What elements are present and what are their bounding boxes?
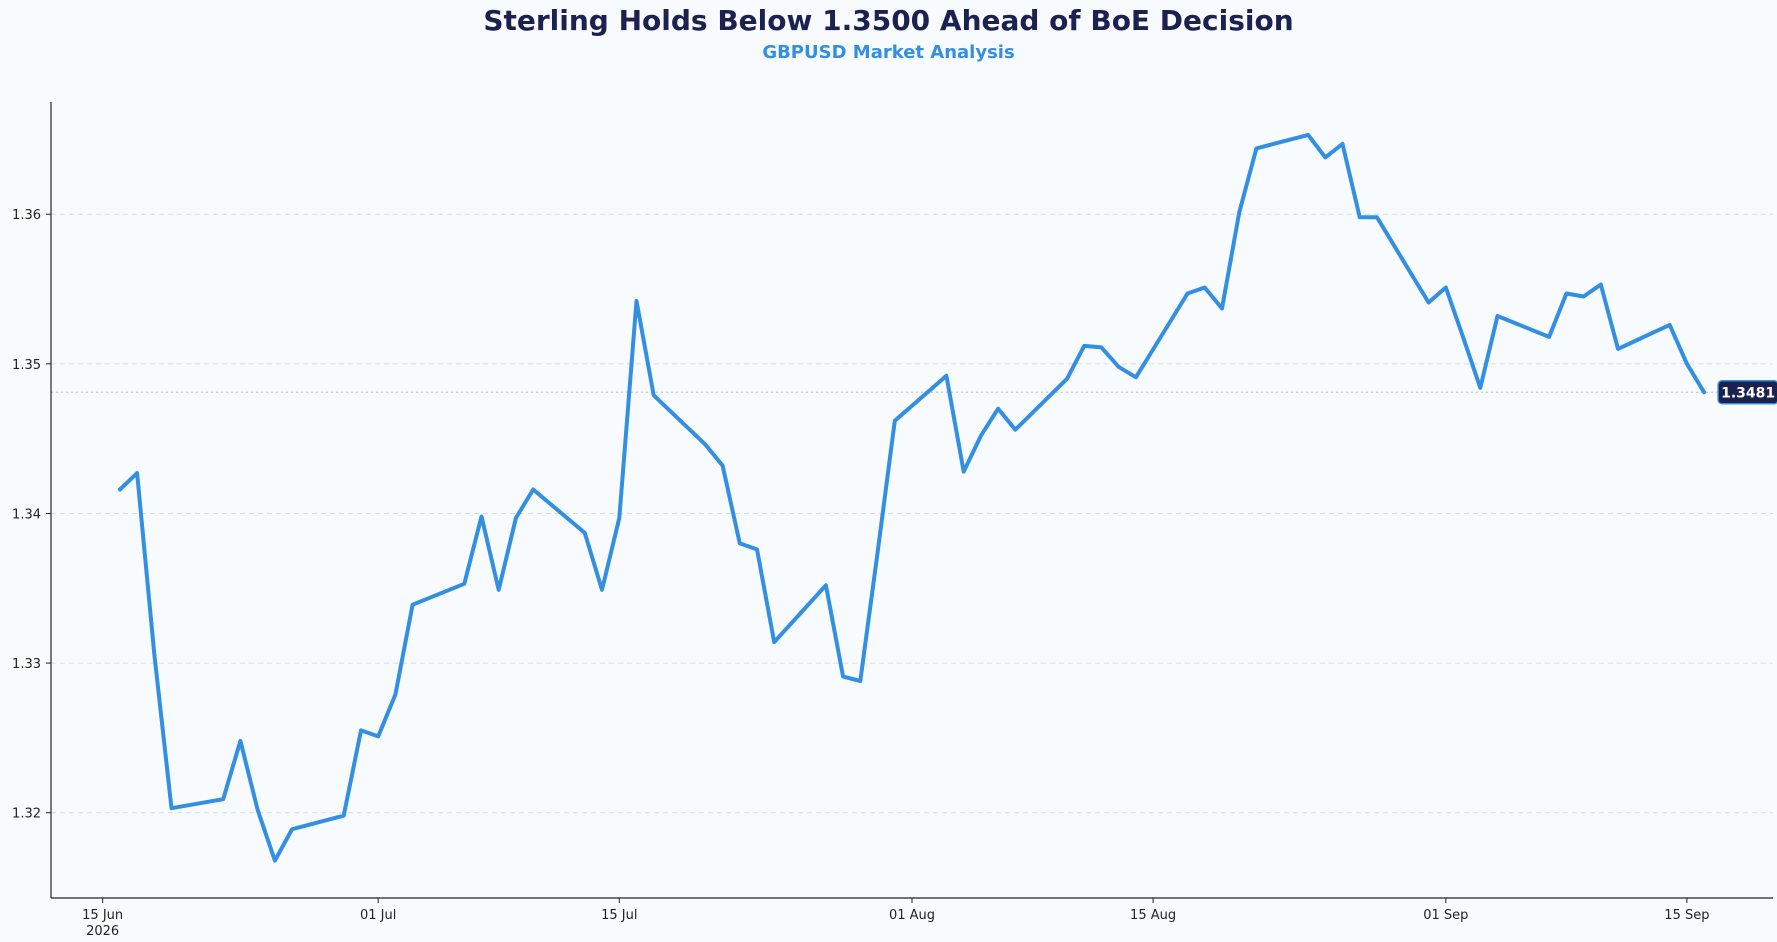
x-tick-label: 15 Jun: [82, 908, 123, 923]
series-layer: [117, 132, 1707, 863]
x-tick-label: 15 Jul: [601, 908, 637, 923]
y-tick-label: 1.36: [12, 208, 41, 223]
y-tick-label: 1.34: [12, 507, 41, 522]
x-tick-label: 15 Aug: [1130, 908, 1176, 923]
x-tick-label: 01 Sep: [1423, 908, 1468, 923]
series-line: [117, 132, 1707, 863]
y-axis: 1.32 1.33 1.34 1.35 1.36: [12, 102, 52, 898]
chart-title: Sterling Holds Below 1.3500 Ahead of BoE…: [483, 4, 1294, 37]
last-value-badge: 1.3481: [1717, 380, 1777, 405]
grid-lines: [51, 213, 1773, 814]
x-tick-label: 01 Aug: [889, 908, 935, 923]
y-tick-label: 1.35: [12, 358, 41, 373]
x-tick-label: 15 Sep: [1664, 908, 1709, 923]
x-tick-label: 01 Jul: [360, 908, 396, 923]
last-value-label: 1.3481: [1721, 385, 1775, 401]
y-tick-label: 1.32: [12, 807, 41, 822]
last-value-badge-box: [1717, 380, 1777, 405]
chart-subtitle: GBPUSD Market Analysis: [762, 42, 1015, 63]
y-tick-label: 1.33: [12, 657, 41, 672]
x-tick-sublabel: 2026: [86, 924, 119, 939]
